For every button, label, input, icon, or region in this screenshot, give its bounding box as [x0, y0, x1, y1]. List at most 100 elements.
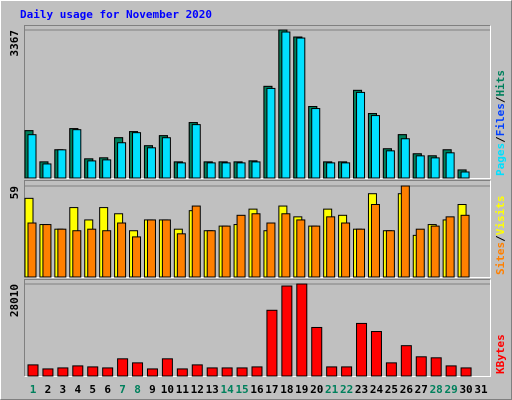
- x-tick-label: 9: [149, 383, 156, 396]
- x-tick-label: 25: [385, 383, 398, 396]
- legend: KBytes: [494, 334, 507, 374]
- bar: [146, 219, 156, 278]
- bar: [117, 142, 127, 179]
- x-tick-label: 16: [250, 383, 264, 396]
- bar: [87, 160, 97, 179]
- bar: [460, 171, 470, 179]
- bar: [27, 134, 37, 179]
- bar: [430, 225, 440, 278]
- bar: [281, 285, 293, 377]
- bar: [266, 87, 276, 179]
- bar: [385, 230, 395, 278]
- bar: [400, 185, 410, 278]
- bar: [460, 367, 472, 377]
- bar: [370, 115, 380, 179]
- bar: [370, 204, 380, 278]
- bar: [341, 222, 351, 278]
- bar: [251, 213, 261, 278]
- x-tick-label: 21: [325, 383, 339, 396]
- panel-border: [24, 279, 491, 377]
- bar: [42, 163, 52, 179]
- bar: [206, 162, 216, 179]
- x-tick-label: 1: [30, 383, 37, 396]
- bar: [415, 228, 425, 278]
- legend: Pages/Files/Hits: [494, 70, 507, 176]
- x-tick-label: 31: [474, 383, 488, 396]
- bar: [445, 152, 455, 179]
- bar: [132, 362, 144, 377]
- bar: [311, 225, 321, 278]
- x-tick-label: 15: [235, 383, 248, 396]
- bar: [236, 214, 246, 278]
- bar: [311, 108, 321, 179]
- legend-entry: Visits: [494, 196, 507, 236]
- bar: [161, 137, 171, 179]
- panel: [24, 25, 490, 178]
- x-tick-label: 5: [89, 383, 96, 396]
- legend-separator: /: [494, 96, 507, 103]
- legend-entry: Files: [494, 103, 507, 136]
- bar: [400, 345, 412, 377]
- bar: [176, 233, 186, 278]
- bar: [356, 228, 366, 278]
- x-tick-label: 29: [445, 383, 458, 396]
- bar: [251, 161, 261, 179]
- x-tick-label: 11: [176, 383, 190, 396]
- x-tick-label: 23: [355, 383, 368, 396]
- bar: [72, 129, 82, 179]
- bar: [176, 162, 186, 179]
- bar: [161, 358, 173, 377]
- bar: [146, 147, 156, 179]
- bar: [266, 309, 278, 377]
- bar: [57, 149, 67, 179]
- bar: [370, 331, 382, 377]
- bar: [72, 365, 84, 377]
- bar: [296, 219, 306, 278]
- bar: [176, 368, 188, 377]
- x-tick-label: 17: [265, 383, 278, 396]
- y-tick-label: 28010: [8, 284, 21, 317]
- x-tick-label: 27: [415, 383, 428, 396]
- bar: [132, 236, 142, 278]
- x-tick-label: 30: [459, 383, 472, 396]
- bar: [132, 132, 142, 179]
- panel-border: [24, 25, 491, 179]
- bar: [341, 162, 351, 179]
- bar: [326, 162, 336, 179]
- chart-title: Daily usage for November 2020: [20, 8, 212, 21]
- x-tick-label: 28: [430, 383, 443, 396]
- bar: [161, 219, 171, 278]
- bar: [57, 367, 69, 377]
- bar: [102, 367, 114, 377]
- y-tick-label: 59: [8, 186, 21, 199]
- x-tick-label: 22: [340, 383, 353, 396]
- bar: [326, 216, 336, 278]
- bar: [445, 365, 457, 377]
- x-tick-label: 18: [280, 383, 293, 396]
- bar: [385, 150, 395, 179]
- bar: [191, 205, 201, 278]
- x-tick-label: 24: [370, 383, 384, 396]
- bar: [415, 155, 425, 179]
- bar: [57, 228, 67, 278]
- x-tick-label: 8: [134, 383, 141, 396]
- bar: [42, 368, 54, 377]
- x-tick-label: 3: [60, 383, 67, 396]
- bar: [146, 368, 158, 377]
- bar: [117, 358, 129, 377]
- legend-entry: Hits: [494, 70, 507, 97]
- bar: [72, 230, 82, 278]
- bar: [296, 37, 306, 179]
- bar: [430, 157, 440, 179]
- bar: [102, 230, 112, 278]
- x-tick-label: 7: [119, 383, 126, 396]
- x-tick-label: 2: [45, 383, 52, 396]
- bar: [266, 222, 276, 278]
- bar: [385, 362, 397, 377]
- bar: [356, 322, 368, 377]
- bar: [326, 366, 338, 377]
- legend-entry: Sites: [494, 242, 507, 275]
- bar: [430, 357, 442, 377]
- legend: Sites/Visits: [494, 196, 507, 276]
